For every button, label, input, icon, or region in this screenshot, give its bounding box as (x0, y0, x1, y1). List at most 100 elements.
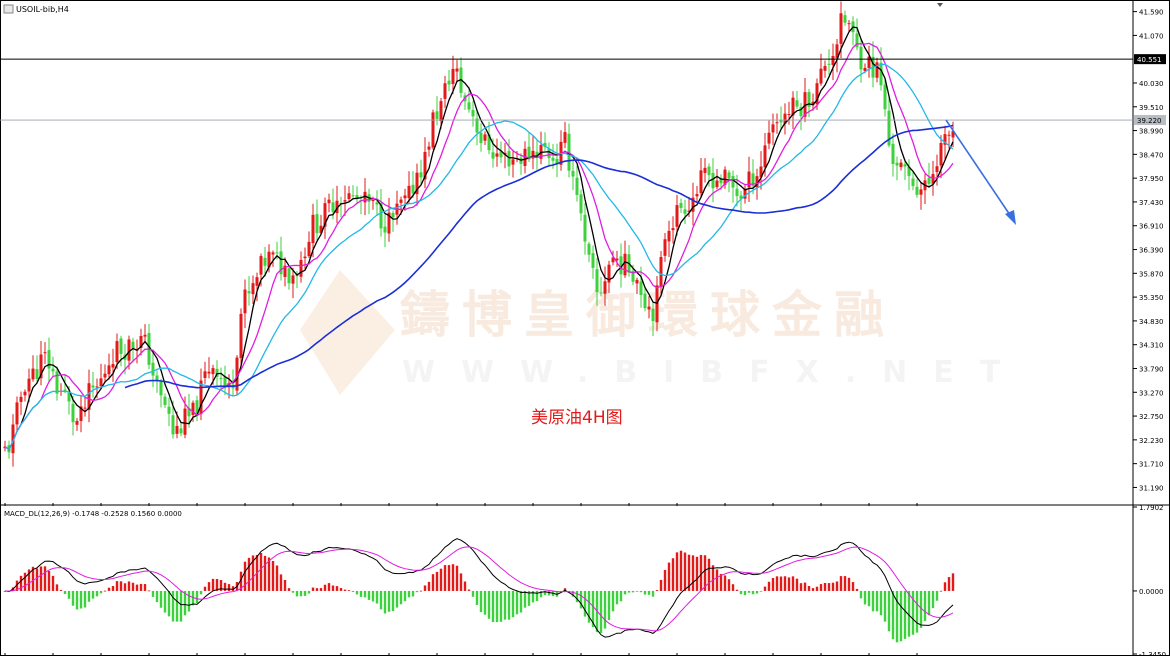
candle-body (683, 209, 687, 214)
candle-body (687, 210, 691, 213)
candle-body (315, 214, 319, 234)
macd-histogram-bar (191, 590, 195, 606)
price-tick-label: 36.910 (1139, 223, 1164, 231)
candle (651, 302, 655, 337)
candle-body (643, 293, 647, 309)
macd-histogram-bar (563, 588, 567, 591)
candle (575, 165, 579, 202)
candle (935, 154, 939, 186)
macd-histogram-bar (699, 554, 703, 591)
macd-histogram-bar (31, 566, 35, 591)
candle-body (699, 170, 703, 194)
candle (675, 194, 679, 236)
macd-histogram-bar (479, 590, 483, 613)
macd-histogram-bar (95, 590, 99, 597)
candle (31, 355, 35, 382)
candle-body (167, 406, 171, 414)
candle (847, 20, 851, 33)
candle-body (867, 56, 871, 68)
macd-histogram-bar (335, 586, 339, 591)
macd-histogram-bar (803, 582, 807, 591)
candle-body (111, 364, 115, 368)
candle-body (247, 291, 251, 294)
watermark: 鑄博皇御環球金融 WWW.BIBFX.NET (300, 270, 1000, 395)
macd-histogram-bar (427, 581, 431, 591)
candle (119, 335, 123, 367)
candle (27, 368, 31, 403)
macd-histogram-bar (907, 590, 911, 637)
candle (723, 166, 727, 189)
candle-body (127, 339, 131, 361)
candle-body (671, 228, 675, 231)
candle (543, 132, 547, 151)
macd-histogram-bar (19, 575, 23, 591)
macd-histogram-bar (503, 590, 507, 620)
candle-body (583, 214, 587, 242)
candle-body (331, 202, 335, 212)
candle (811, 93, 815, 111)
macd-histogram-bar (531, 590, 535, 603)
moving-average-line-60 (124, 124, 954, 389)
candle-body (283, 265, 287, 277)
candle (583, 202, 587, 255)
macd-histogram-bar (691, 555, 695, 591)
candle (287, 266, 291, 290)
candle (99, 363, 103, 390)
candle (635, 277, 639, 295)
candle (731, 170, 735, 203)
macd-histogram-bar (639, 590, 643, 593)
candle-body (343, 200, 347, 202)
candle-body (15, 402, 19, 425)
price-tick-label: 33.270 (1139, 389, 1164, 397)
candle-body (791, 97, 795, 116)
candle-body (679, 202, 683, 208)
macd-histogram-bar (727, 579, 731, 591)
candle-body (859, 46, 863, 70)
candle-body (787, 113, 791, 115)
candle (623, 240, 627, 278)
candle (587, 241, 591, 263)
macd-histogram-bar (199, 590, 203, 595)
macd-histogram-bar (919, 590, 923, 628)
candle-body (623, 253, 627, 276)
candle (535, 139, 539, 170)
price-tick-label: 41.070 (1139, 32, 1164, 40)
candle (271, 250, 275, 267)
candle-body (403, 195, 407, 199)
candle-body (735, 188, 739, 197)
candle (39, 340, 43, 386)
price-level-label: 39.220 (1137, 117, 1162, 125)
macd-histogram-bar (739, 590, 743, 595)
candle-body (807, 92, 811, 107)
macd-histogram-bar (111, 585, 115, 591)
price-tick-label: 39.510 (1139, 104, 1164, 112)
candle-body (419, 172, 423, 178)
candle-body (95, 386, 99, 388)
macd-histogram-bar (403, 590, 407, 602)
candle-body (467, 102, 471, 110)
price-grid (4, 503, 918, 656)
candle-body (307, 241, 311, 257)
forecast-arrow (945, 119, 1016, 225)
candle-body (215, 368, 219, 377)
candle-body (435, 111, 439, 119)
candle-body (767, 132, 771, 144)
macd-tick-label: 1.7902 (1139, 504, 1164, 512)
candle-body (935, 166, 939, 173)
macd-histogram-bar (655, 590, 659, 591)
candle-body (83, 407, 87, 409)
macd-histogram-bar (39, 566, 43, 591)
candle (35, 355, 39, 383)
price-tick-label: 41.590 (1139, 9, 1164, 17)
candle (155, 370, 159, 393)
candle-body (399, 199, 403, 203)
candle-body (743, 188, 747, 199)
candle-body (715, 180, 719, 188)
candle (307, 231, 311, 259)
price-tick-label: 38.470 (1139, 151, 1164, 159)
macd-histogram-bar (467, 589, 471, 591)
candle (495, 138, 499, 167)
candle-body (495, 153, 499, 157)
forecast-arrow-line (945, 119, 1013, 219)
candle-body (891, 143, 895, 164)
